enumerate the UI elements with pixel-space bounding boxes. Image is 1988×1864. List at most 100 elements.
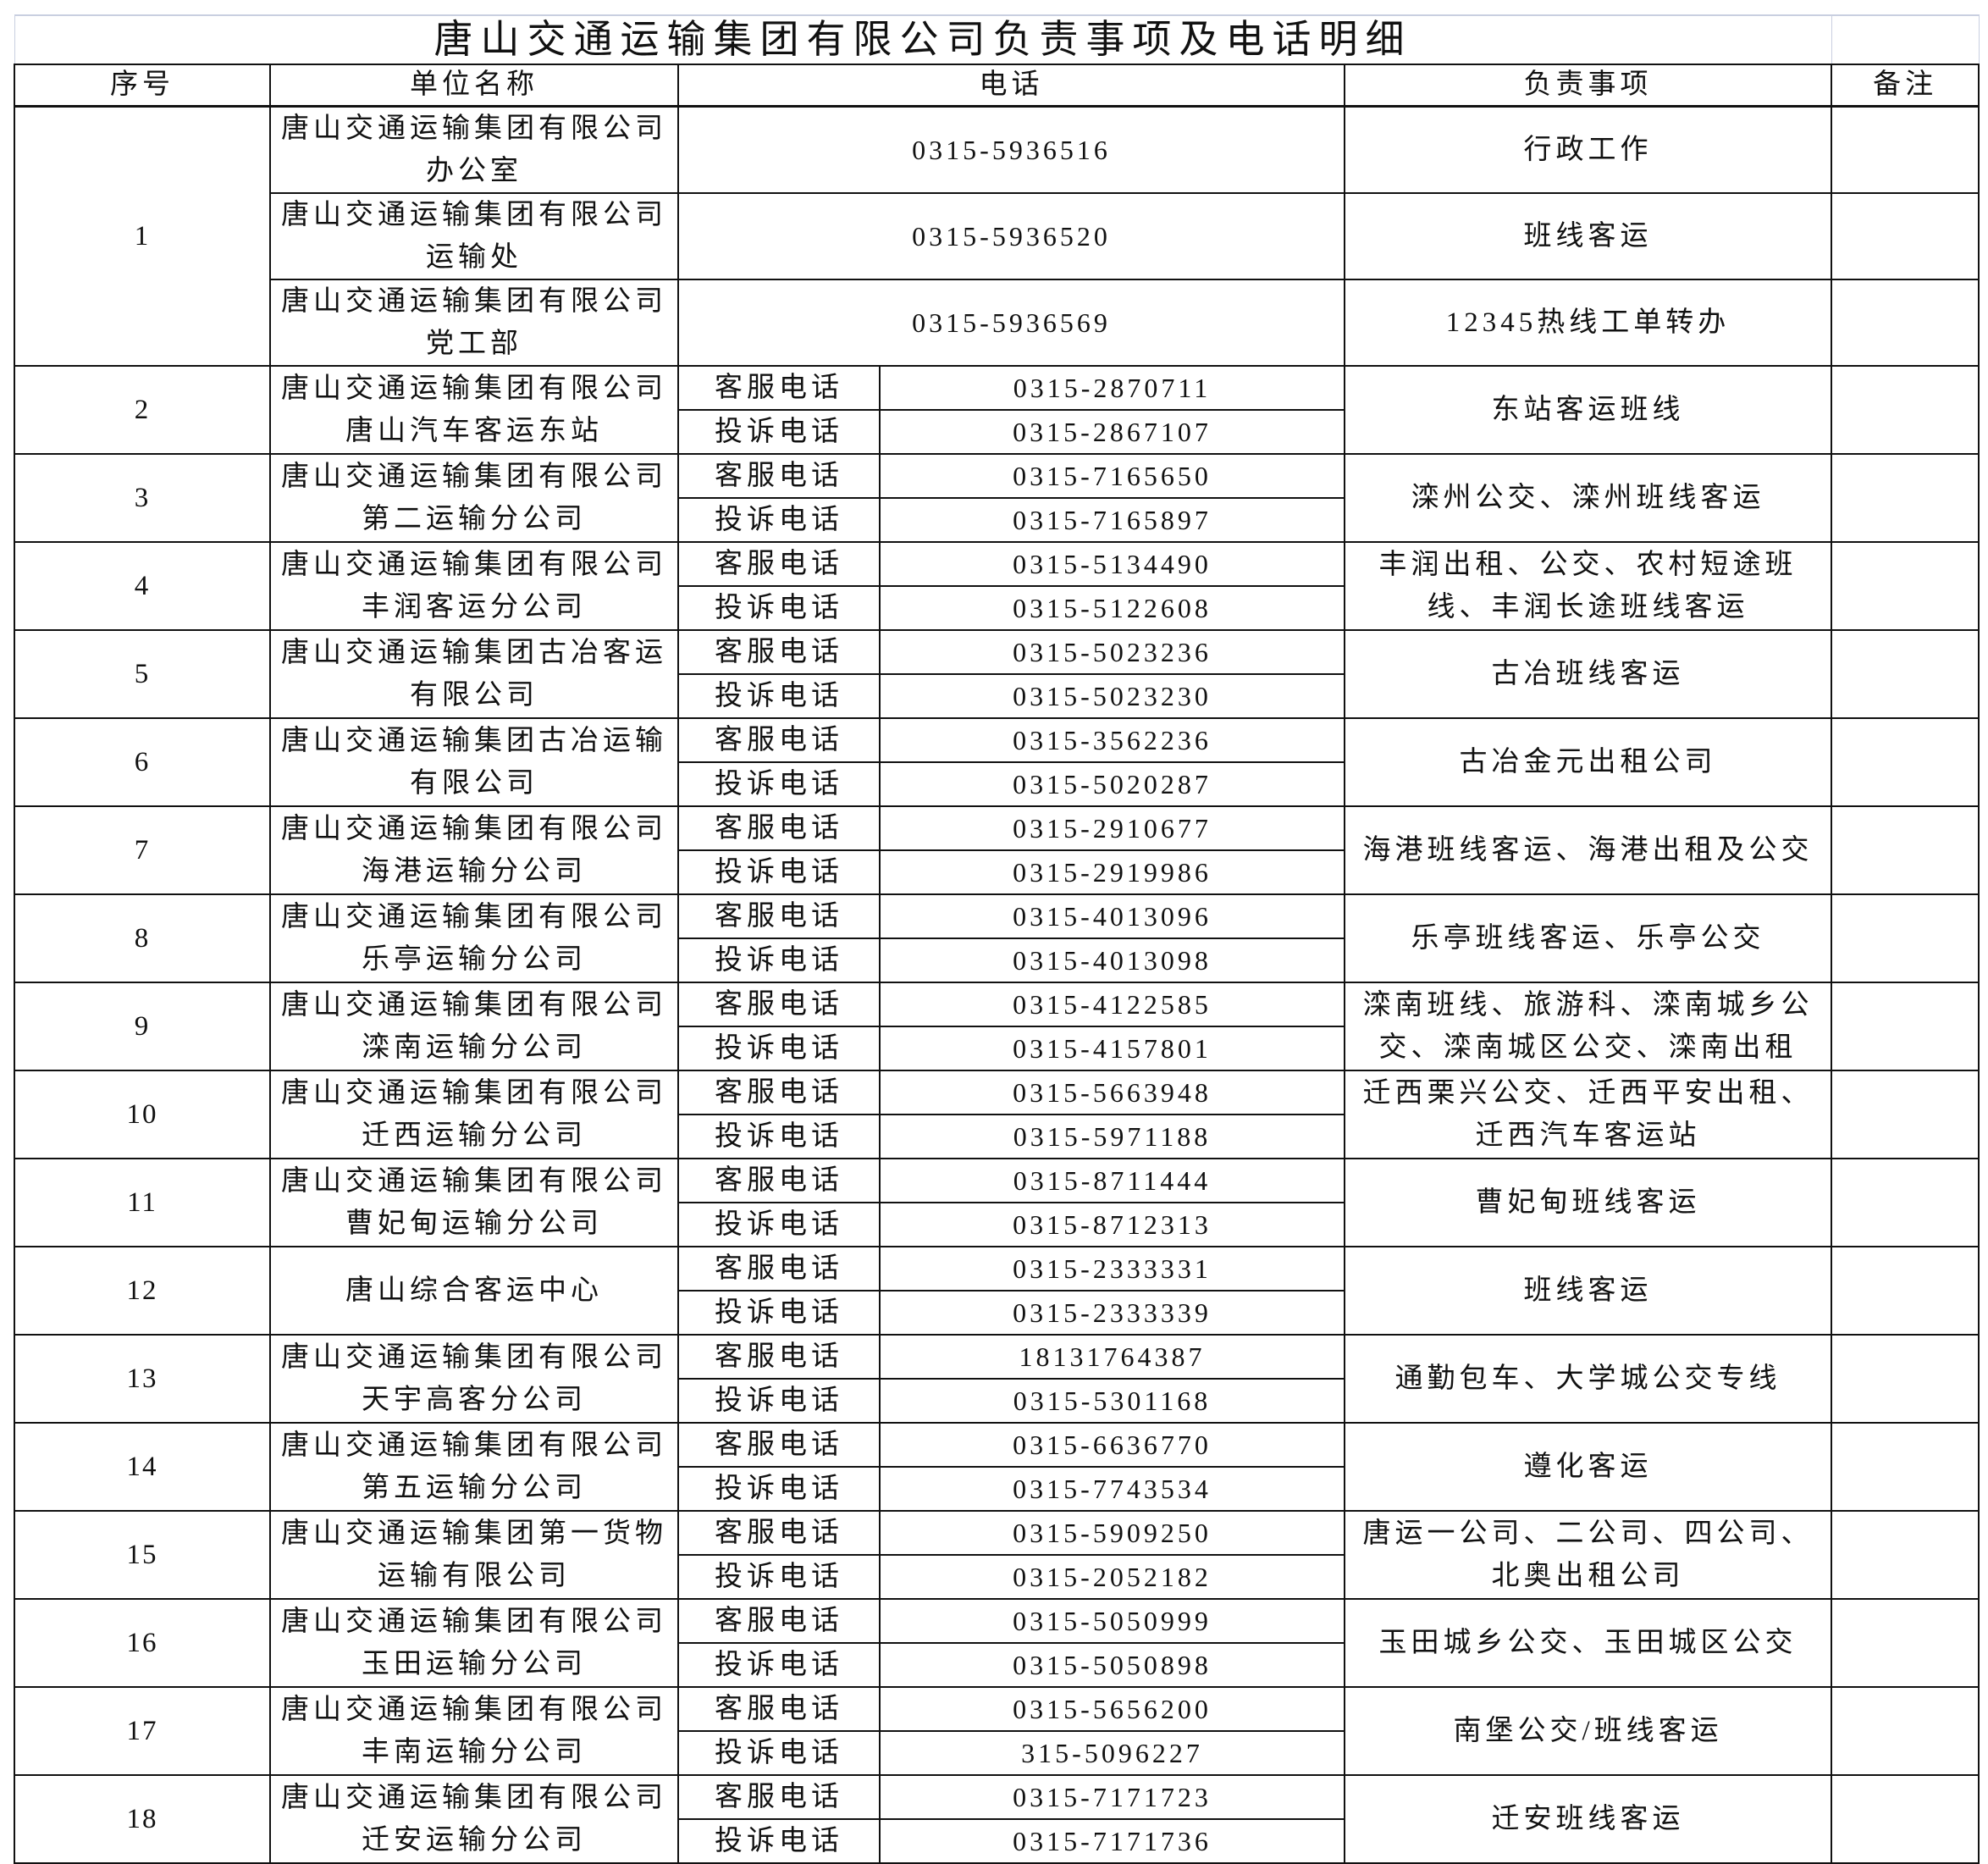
phone-type-complaint: 投诉电话	[677, 1378, 881, 1424]
seq-cell: 10	[14, 1070, 271, 1159]
table-row: 10 唐山交通运输集团有限公司迁西运输分公司 客服电话 0315-5663948 迁西栗…	[14, 1070, 1980, 1159]
phone-cell: 0315-5936516	[677, 105, 1345, 194]
complaint-phone-cell: 0315-8712313	[879, 1202, 1345, 1247]
table-row: 8 唐山交通运输集团有限公司乐亭运输分公司 客服电话 0315-4013096 乐亭班线…	[14, 893, 1980, 983]
table-row: 5 唐山交通运输集团古冶客运有限公司 客服电话 0315-5023236 古冶班线客运	[14, 629, 1980, 719]
matter-cell: 古冶金元出租公司	[1343, 717, 1833, 807]
table-row: 9 唐山交通运输集团有限公司滦南运输分公司 客服电话 0315-4122585 滦南班线…	[14, 982, 1980, 1071]
table-row: 2 唐山交通运输集团有限公司唐山汽车客运东站 客服电话 0315-2870711 东站客…	[14, 365, 1980, 455]
phone-type-complaint: 投诉电话	[677, 497, 881, 543]
service-phone-cell: 0315-5663948	[879, 1070, 1345, 1115]
matter-cell: 唐运一公司、二公司、四公司、北奥出租公司	[1343, 1510, 1833, 1600]
phone-type-service: 客服电话	[677, 365, 881, 411]
seq-cell: 16	[14, 1598, 271, 1688]
complaint-phone-cell: 0315-7743534	[879, 1466, 1345, 1512]
unit-name-cell: 唐山交通运输集团有限公司丰南运输分公司	[269, 1686, 679, 1776]
phone-type-complaint: 投诉电话	[677, 1114, 881, 1159]
phone-type-service: 客服电话	[677, 1246, 881, 1292]
matter-cell: 乐亭班线客运、乐亭公交	[1343, 893, 1833, 983]
table-row: 唐山交通运输集团有限公司党工部 0315-5936569 12345热线工单转办	[14, 279, 1980, 367]
service-phone-cell: 0315-7165650	[879, 453, 1345, 499]
table-row: 17 唐山交通运输集团有限公司丰南运输分公司 客服电话 0315-5656200 南堡公…	[14, 1686, 1980, 1776]
seq-cell: 7	[14, 805, 271, 895]
table-row: 13 唐山交通运输集团有限公司天宇高客分公司 客服电话 18131764387 通勤包车…	[14, 1334, 1980, 1424]
phone-type-service: 客服电话	[677, 717, 881, 763]
unit-name-cell: 唐山交通运输集团有限公司迁安运输分公司	[269, 1774, 679, 1864]
unit-name-cell: 唐山交通运输集团有限公司丰润客运分公司	[269, 541, 679, 631]
phone-type-service: 客服电话	[677, 1510, 881, 1556]
unit-name-cell: 唐山交通运输集团有限公司曹妃甸运输分公司	[269, 1158, 679, 1247]
phone-type-complaint: 投诉电话	[677, 849, 881, 895]
phone-type-service: 客服电话	[677, 805, 881, 851]
remark-cell	[1831, 541, 1980, 631]
remark-cell	[1831, 893, 1980, 983]
table-row: 12 唐山综合客运中心 客服电话 0315-2333331 班线客运	[14, 1246, 1980, 1336]
unit-name-cell: 唐山交通运输集团有限公司海港运输分公司	[269, 805, 679, 895]
phone-type-complaint: 投诉电话	[677, 1818, 881, 1864]
matter-cell: 曹妃甸班线客运	[1343, 1158, 1833, 1247]
phone-type-complaint: 投诉电话	[677, 1202, 881, 1247]
matter-cell: 海港班线客运、海港出租及公交	[1343, 805, 1833, 895]
remark-cell	[1831, 1422, 1980, 1512]
phone-type-complaint: 投诉电话	[677, 1642, 881, 1688]
header-unit: 单位名称	[269, 64, 679, 108]
seq-cell: 8	[14, 893, 271, 983]
seq-cell: 9	[14, 982, 271, 1071]
phone-type-service: 客服电话	[677, 629, 881, 675]
remark-cell	[1831, 1686, 1980, 1776]
table-row: 6 唐山交通运输集团古冶运输有限公司 客服电话 0315-3562236 古冶金元出租公…	[14, 717, 1980, 807]
remark-cell	[1831, 805, 1980, 895]
matter-cell: 班线客运	[1343, 1246, 1833, 1336]
seq-cell: 3	[14, 453, 271, 543]
table-row: 唐山交通运输集团有限公司运输处 0315-5936520 班线客运	[14, 192, 1980, 280]
remark-cell	[1831, 105, 1980, 194]
table-row: 16 唐山交通运输集团有限公司玉田运输分公司 客服电话 0315-5050999 玉田城…	[14, 1598, 1980, 1688]
complaint-phone-cell: 0315-5023230	[879, 673, 1345, 719]
phone-type-service: 客服电话	[677, 893, 881, 939]
phone-type-complaint: 投诉电话	[677, 673, 881, 719]
matter-cell: 迁西栗兴公交、迁西平安出租、迁西汽车客运站	[1343, 1070, 1833, 1159]
unit-name-cell: 唐山综合客运中心	[269, 1246, 679, 1336]
complaint-phone-cell: 0315-7171736	[879, 1818, 1345, 1864]
phone-cell: 0315-5936520	[677, 192, 1345, 280]
matter-cell: 南堡公交/班线客运	[1343, 1686, 1833, 1776]
remark-cell	[1831, 279, 1980, 367]
header-remark: 备注	[1831, 64, 1980, 108]
complaint-phone-cell: 0315-2333339	[879, 1290, 1345, 1336]
table-row: 18 唐山交通运输集团有限公司迁安运输分公司 客服电话 0315-7171723 迁安班…	[14, 1774, 1980, 1864]
remark-cell	[1831, 192, 1980, 280]
unit-name-cell: 唐山交通运输集团有限公司运输处	[269, 192, 679, 280]
matter-cell: 迁安班线客运	[1343, 1774, 1833, 1864]
unit-name-cell: 唐山交通运输集团古冶运输有限公司	[269, 717, 679, 807]
header-seq: 序号	[14, 64, 271, 108]
complaint-phone-cell: 0315-2052182	[879, 1554, 1345, 1600]
remark-cell	[1831, 1158, 1980, 1247]
matter-cell: 玉田城乡公交、玉田城区公交	[1343, 1598, 1833, 1688]
complaint-phone-cell: 0315-2919986	[879, 849, 1345, 895]
page-title: 唐山交通运输集团有限公司负责事项及电话明细	[14, 14, 1832, 65]
contact-table: 唐山交通运输集团有限公司负责事项及电话明细 序号 单位名称 电话 负责事项 备注…	[14, 14, 1980, 1864]
matter-cell: 通勤包车、大学城公交专线	[1343, 1334, 1833, 1424]
unit-name-cell: 唐山交通运输集团有限公司天宇高客分公司	[269, 1334, 679, 1424]
matter-cell: 滦南班线、旅游科、滦南城乡公交、滦南城区公交、滦南出租	[1343, 982, 1833, 1071]
seq-cell: 13	[14, 1334, 271, 1424]
complaint-phone-cell: 0315-5122608	[879, 585, 1345, 631]
service-phone-cell: 0315-2333331	[879, 1246, 1345, 1292]
seq-cell: 5	[14, 629, 271, 719]
service-phone-cell: 0315-5909250	[879, 1510, 1345, 1556]
seq-cell: 17	[14, 1686, 271, 1776]
phone-type-complaint: 投诉电话	[677, 761, 881, 807]
service-phone-cell: 0315-2910677	[879, 805, 1345, 851]
service-phone-cell: 0315-6636770	[879, 1422, 1345, 1468]
matter-cell: 古冶班线客运	[1343, 629, 1833, 719]
complaint-phone-cell: 0315-5971188	[879, 1114, 1345, 1159]
unit-name-cell: 唐山交通运输集团有限公司滦南运输分公司	[269, 982, 679, 1071]
service-phone-cell: 18131764387	[879, 1334, 1345, 1380]
phone-type-service: 客服电话	[677, 1070, 881, 1115]
phone-type-complaint: 投诉电话	[677, 1026, 881, 1071]
seq-cell: 14	[14, 1422, 271, 1512]
phone-type-service: 客服电话	[677, 1598, 881, 1644]
table-row: 1 唐山交通运输集团有限公司办公室 0315-5936516 行政工作	[14, 105, 1980, 367]
unit-name-cell: 唐山交通运输集团有限公司迁西运输分公司	[269, 1070, 679, 1159]
remark-cell	[1831, 1598, 1980, 1688]
